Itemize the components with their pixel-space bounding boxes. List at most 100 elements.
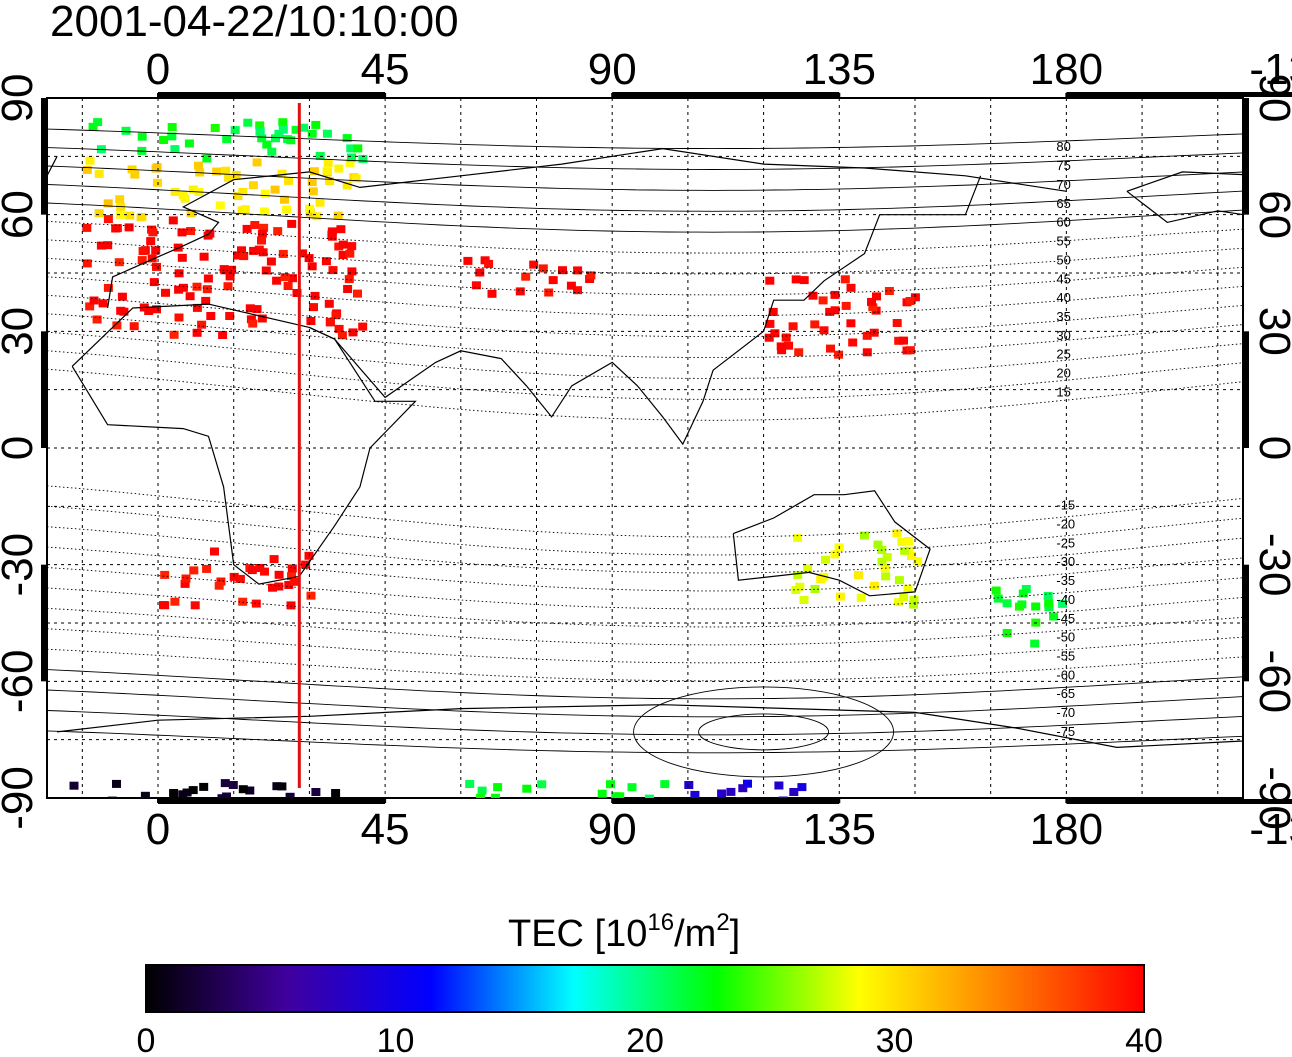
tec-cell	[286, 601, 296, 610]
tec-cell	[475, 793, 485, 798]
tec-cell	[199, 252, 209, 261]
tec-cell	[345, 249, 355, 258]
tec-cell	[292, 289, 302, 297]
mlat-contour	[47, 165, 1243, 191]
tec-cell	[573, 286, 582, 295]
tec-cell	[289, 577, 299, 586]
tec-cell	[210, 124, 220, 132]
tec-cell	[89, 296, 99, 305]
tec-cell	[484, 259, 494, 268]
tec-cell	[862, 331, 872, 340]
tec-cell	[789, 788, 799, 796]
tec-cell	[537, 780, 547, 789]
tec-cell	[344, 275, 354, 284]
axis-ticks	[41, 92, 1292, 804]
tec-cell	[284, 581, 294, 589]
tec-cell	[322, 167, 332, 176]
tec-cell	[606, 780, 615, 789]
left-lat-tick-label: -30	[0, 533, 42, 597]
tec-cell	[465, 780, 475, 788]
tec-cell	[82, 223, 92, 232]
tec-cell	[867, 297, 876, 306]
tec-cell	[277, 782, 287, 791]
tec-cell	[94, 169, 104, 178]
tec-cell	[327, 232, 337, 241]
tec-cell	[239, 252, 249, 261]
tec-cell	[684, 781, 694, 789]
tec-cell	[305, 204, 315, 213]
colorbar-tick-label: 10	[377, 1022, 415, 1057]
mlat-label-group: 80 75 70 65 60 55 50 45 40 35 30 25 20 15 -15 -20 -25 -30…	[1056, 139, 1075, 739]
tec-cell	[117, 292, 127, 301]
tec-cell	[261, 266, 271, 275]
left-lat-tick-label: -60	[0, 650, 42, 714]
tec-cell	[178, 191, 188, 200]
tec-cell	[765, 319, 775, 328]
tec-cell	[548, 276, 558, 285]
tec-cell	[905, 297, 915, 305]
tec-cell	[273, 227, 283, 236]
mlat-label: -70	[1056, 705, 1075, 720]
colorbar-tick-label: 40	[1125, 1022, 1163, 1057]
tec-cell	[148, 228, 158, 237]
tec-cell	[125, 211, 135, 220]
tec-cell	[257, 314, 267, 323]
colorbar-ticks: 0 10 20 30 40	[137, 1022, 1163, 1057]
mlat-label: 50	[1056, 252, 1070, 267]
tec-cell	[169, 330, 179, 339]
frame-band	[1066, 799, 1292, 804]
tec-cell	[146, 237, 156, 246]
tec-cell	[291, 125, 301, 134]
tec-cell	[243, 118, 253, 127]
frame-band	[41, 564, 46, 682]
mlat-contour	[47, 669, 1243, 700]
tec-cell	[184, 139, 194, 148]
tec-cell	[862, 348, 872, 357]
tec-cell	[301, 560, 311, 569]
mlat-contour	[47, 710, 1243, 736]
tec-cell	[170, 145, 180, 154]
tec-cell	[825, 307, 835, 316]
tec-cell	[121, 126, 131, 135]
tec-cell	[225, 272, 235, 281]
tec-cell	[894, 336, 904, 345]
tec-cell	[259, 207, 269, 216]
tec-cell	[764, 333, 774, 342]
tec-cell	[1002, 629, 1012, 637]
tec-cell	[690, 790, 700, 798]
tec-cell	[1049, 612, 1059, 621]
tec-cell	[353, 289, 362, 298]
tec-cell	[190, 601, 200, 610]
tec-cell	[298, 249, 308, 258]
tec-cell	[331, 789, 341, 797]
tec-cell	[218, 331, 228, 339]
mlat-label: 20	[1056, 366, 1070, 381]
tec-cell	[342, 134, 352, 143]
tec-cell	[248, 181, 258, 190]
tec-cell	[816, 575, 826, 584]
tec-cell	[136, 213, 146, 222]
mlat-label: -45	[1056, 611, 1075, 626]
tec-cell	[899, 593, 909, 602]
tec-cell	[908, 600, 918, 609]
tec-cell	[197, 320, 207, 329]
tec-cell	[991, 586, 1001, 595]
mlat-contour	[47, 202, 1243, 233]
tec-cell	[287, 219, 297, 228]
tec-cell	[192, 303, 202, 312]
tec-cell	[201, 296, 211, 305]
tec-cell	[260, 567, 269, 576]
tec-cell	[238, 187, 248, 196]
tec-cell	[107, 796, 117, 798]
tec-cell	[493, 783, 503, 792]
mlat-label: -40	[1056, 592, 1075, 607]
tec-cell	[285, 792, 295, 798]
tec-cell	[255, 564, 265, 572]
frame-band	[612, 92, 840, 97]
tec-cell	[892, 319, 902, 327]
tec-cell	[872, 292, 881, 301]
tec-cell	[794, 348, 804, 357]
tec-cell	[566, 281, 576, 290]
tec-cell	[611, 792, 621, 798]
